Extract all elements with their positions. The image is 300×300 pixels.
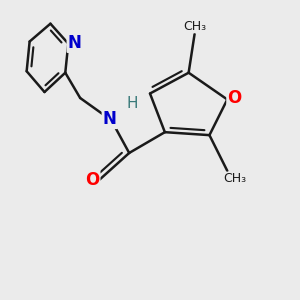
Text: O: O — [228, 89, 242, 107]
Text: CH₃: CH₃ — [183, 20, 206, 33]
Text: N: N — [103, 110, 117, 128]
Text: H: H — [126, 96, 138, 111]
Text: N: N — [68, 34, 82, 52]
Text: CH₃: CH₃ — [223, 172, 246, 185]
Text: O: O — [85, 171, 99, 189]
